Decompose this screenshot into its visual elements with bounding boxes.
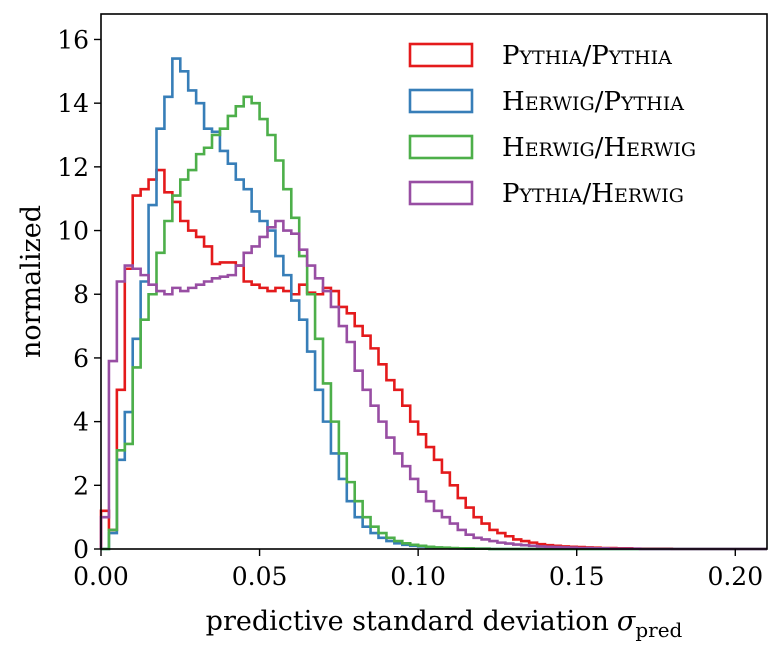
legend-label-part: P xyxy=(591,41,609,71)
legend-label-part: P xyxy=(502,41,520,71)
x-tick-label: 0.10 xyxy=(390,562,446,591)
plot-frame xyxy=(100,13,768,550)
y-tick-label: 0 xyxy=(73,535,89,564)
x-tick-label: 0.05 xyxy=(232,562,288,591)
x-axis-label: predictive standard deviation σpred xyxy=(206,606,683,642)
legend-swatch xyxy=(408,42,474,68)
y-tick-label: 16 xyxy=(57,25,89,54)
legend-label: HERWIG/HERWIG xyxy=(502,133,696,163)
series-line-herwig-herwig xyxy=(101,95,767,551)
legend-label-part: H xyxy=(603,133,626,163)
x-tick-label: 0.00 xyxy=(73,562,129,591)
legend-label-part: / xyxy=(595,87,604,117)
legend-label-part: P xyxy=(502,179,520,209)
axis-labels: predictive standard deviation σpred norma… xyxy=(16,205,683,642)
legend-label-part: / xyxy=(583,41,592,71)
y-tick-label: 12 xyxy=(57,153,89,182)
legend-swatch xyxy=(408,180,474,206)
legend-swatch xyxy=(408,88,474,114)
legend-label-part: YTHIA xyxy=(519,47,583,69)
series-line-herwig-pythia xyxy=(101,57,767,551)
legend-label-part: ERWIG xyxy=(525,93,595,115)
legend-label-part: H xyxy=(591,179,614,209)
legend-label-part: ERWIG xyxy=(626,139,696,161)
legend-label: HERWIG/PYTHIA xyxy=(502,87,684,117)
legend-label-part: ERWIG xyxy=(525,139,595,161)
y-axis-label: normalized xyxy=(16,205,47,358)
y-tick-label: 14 xyxy=(57,89,89,118)
legend-label-part: / xyxy=(583,179,592,209)
y-tick-label: 8 xyxy=(73,280,89,309)
legend-label-part: P xyxy=(603,87,621,117)
x-tick-label: 0.15 xyxy=(549,562,605,591)
y-tick-label: 6 xyxy=(73,344,89,373)
axes-layer: 0.00 0.05 0.10 0.15 0.20 0 2 4 6 8 10 12 14 16 xyxy=(57,13,768,591)
series-line-pythia-herwig xyxy=(99,219,767,551)
series-line-pythia-pythia xyxy=(99,168,767,551)
y-tick-label: 10 xyxy=(57,217,89,246)
legend: PYTHIA/PYTHIAHERWIG/PYTHIAHERWIG/HERWIGP… xyxy=(408,41,696,209)
x-axis-label-subscript: pred xyxy=(635,618,682,642)
x-axis-label-symbol: σ xyxy=(617,606,637,637)
legend-label: PYTHIA/HERWIG xyxy=(502,179,684,209)
legend-swatch xyxy=(408,134,474,160)
legend-label-part: YTHIA xyxy=(608,47,672,69)
legend-label-part: H xyxy=(502,133,525,163)
y-tick-label: 4 xyxy=(73,408,89,437)
legend-label-part: ERWIG xyxy=(614,185,684,207)
y-tick-label: 2 xyxy=(73,471,89,500)
legend-label-part: / xyxy=(595,133,604,163)
series-layer xyxy=(99,57,767,551)
legend-label-part: YTHIA xyxy=(519,185,583,207)
legend-label-part: YTHIA xyxy=(620,93,684,115)
legend-label-part: H xyxy=(502,87,525,117)
x-axis-label-text: predictive standard deviation xyxy=(206,606,609,637)
legend-label: PYTHIA/PYTHIA xyxy=(502,41,672,71)
x-tick-label: 0.20 xyxy=(707,562,763,591)
